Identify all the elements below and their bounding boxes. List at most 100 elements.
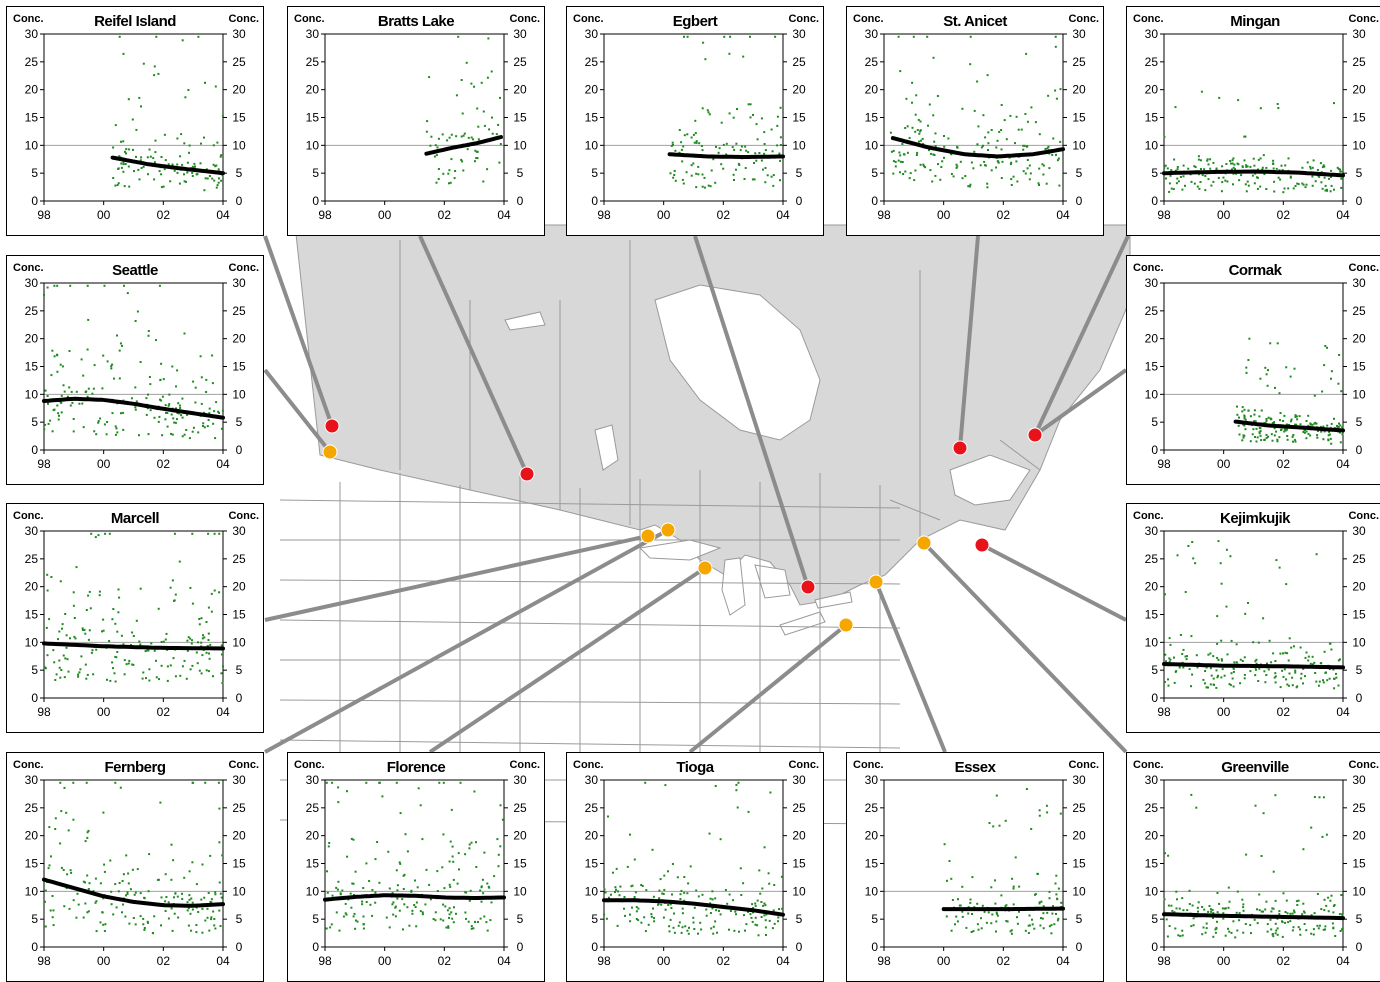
y-tick-label: 15 — [1145, 608, 1159, 622]
data-point — [122, 170, 125, 173]
data-point — [1285, 423, 1288, 426]
data-point — [1311, 166, 1314, 169]
y-tick-label: 25 — [1072, 801, 1086, 815]
data-point — [421, 913, 424, 916]
data-point — [700, 928, 703, 931]
x-tick-label: 98 — [1157, 954, 1171, 968]
data-point — [191, 602, 194, 605]
data-point — [218, 841, 221, 844]
data-point — [137, 168, 140, 171]
data-point — [781, 907, 784, 910]
data-point — [388, 926, 391, 929]
data-point — [199, 162, 202, 165]
data-point — [1186, 655, 1188, 658]
y-tick-label: 0 — [236, 691, 243, 705]
data-point — [487, 37, 490, 40]
data-point — [773, 884, 776, 886]
x-tick-label: 02 — [997, 208, 1011, 222]
data-point — [994, 902, 997, 905]
data-point — [434, 144, 437, 147]
data-point — [172, 859, 175, 862]
data-point — [62, 869, 65, 871]
data-point — [1320, 425, 1323, 428]
data-point — [362, 887, 365, 889]
y-tick-label: 20 — [1352, 83, 1366, 97]
data-point — [756, 138, 759, 141]
data-point — [134, 386, 137, 389]
y-tick-label: 30 — [1145, 27, 1159, 41]
leader-line — [428, 566, 707, 754]
data-point — [1012, 885, 1015, 888]
data-point — [1312, 933, 1315, 936]
y-tick-label: 0 — [1356, 691, 1363, 705]
plot-frame — [324, 33, 505, 202]
data-point — [1182, 175, 1185, 178]
y-tick-label: 0 — [591, 940, 598, 954]
data-point — [1205, 686, 1208, 689]
data-point — [1056, 897, 1058, 900]
data-point — [1167, 904, 1170, 907]
data-point — [1247, 359, 1250, 361]
y-tick-label: 10 — [1072, 884, 1086, 898]
data-point — [749, 103, 752, 106]
data-point — [779, 179, 781, 182]
data-point — [158, 415, 161, 418]
data-point — [1274, 932, 1277, 935]
data-point — [774, 35, 777, 38]
data-point — [950, 877, 953, 880]
data-point — [134, 320, 137, 322]
data-point — [72, 604, 75, 607]
left-axis-label: Conc. — [13, 13, 44, 25]
data-point — [1225, 548, 1228, 551]
data-point — [1325, 833, 1328, 836]
data-point — [926, 35, 929, 38]
data-point — [765, 913, 768, 916]
data-point — [210, 898, 213, 901]
data-point — [686, 35, 689, 38]
data-point — [218, 532, 221, 535]
data-point — [161, 434, 164, 437]
data-point — [1269, 918, 1272, 921]
data-point — [1163, 910, 1166, 913]
data-point — [75, 390, 78, 393]
data-point — [187, 924, 190, 927]
data-point — [1267, 416, 1270, 419]
data-point — [85, 609, 88, 611]
y-tick-label: 20 — [792, 829, 806, 843]
data-point — [153, 915, 156, 918]
data-point — [164, 418, 167, 421]
data-point — [335, 911, 338, 914]
data-point — [1305, 183, 1308, 186]
data-point — [117, 890, 120, 893]
data-point — [124, 163, 127, 165]
data-point — [1233, 661, 1236, 664]
data-point — [1247, 602, 1249, 604]
data-point — [909, 172, 912, 175]
data-point — [945, 915, 948, 918]
data-point — [218, 591, 221, 594]
data-point — [1287, 659, 1290, 662]
data-point — [778, 908, 780, 911]
data-point — [138, 178, 141, 181]
y-tick-label: 5 — [1356, 663, 1363, 677]
data-point — [337, 786, 340, 789]
data-point — [1244, 923, 1247, 925]
data-point — [736, 806, 739, 809]
data-point — [463, 132, 466, 135]
data-point — [200, 898, 203, 901]
data-point — [118, 596, 121, 599]
data-point — [353, 912, 356, 915]
right-axis-label: Conc. — [1348, 510, 1379, 522]
data-point — [174, 892, 177, 895]
data-point — [998, 130, 1001, 133]
panel-greenville: Greenville Conc. Conc. 0 0 5 5 10 10 15 15 20 20 25 25… — [1126, 752, 1380, 982]
data-point — [771, 927, 774, 930]
data-point — [1256, 187, 1259, 190]
data-point — [1201, 933, 1204, 936]
y-tick-label: 0 — [236, 940, 243, 954]
data-point — [1044, 148, 1047, 150]
plot-frame — [883, 779, 1064, 948]
data-point — [1216, 892, 1219, 894]
data-point — [164, 900, 167, 903]
data-point — [690, 136, 693, 139]
